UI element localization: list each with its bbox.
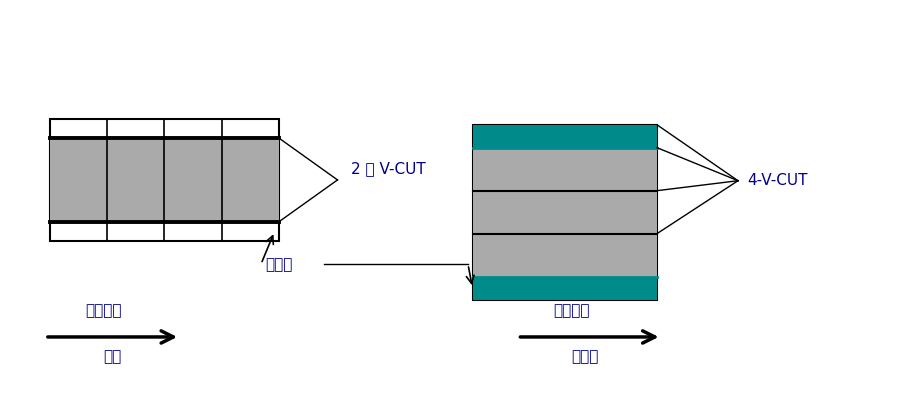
- Bar: [472, 148, 657, 277]
- Text: 优选: 优选: [104, 349, 122, 364]
- Text: 不推荐: 不推荐: [572, 349, 598, 364]
- Bar: [472, 125, 657, 148]
- Bar: [472, 277, 657, 300]
- Bar: [50, 138, 279, 222]
- Bar: [472, 125, 657, 300]
- Text: 传送方向: 传送方向: [554, 303, 590, 318]
- Text: 辅助边: 辅助边: [266, 257, 292, 272]
- Bar: [50, 119, 279, 241]
- Text: 2 条 V-CUT: 2 条 V-CUT: [351, 161, 426, 176]
- Text: 4-V-CUT: 4-V-CUT: [747, 173, 807, 188]
- Text: 传送方向: 传送方向: [86, 303, 122, 318]
